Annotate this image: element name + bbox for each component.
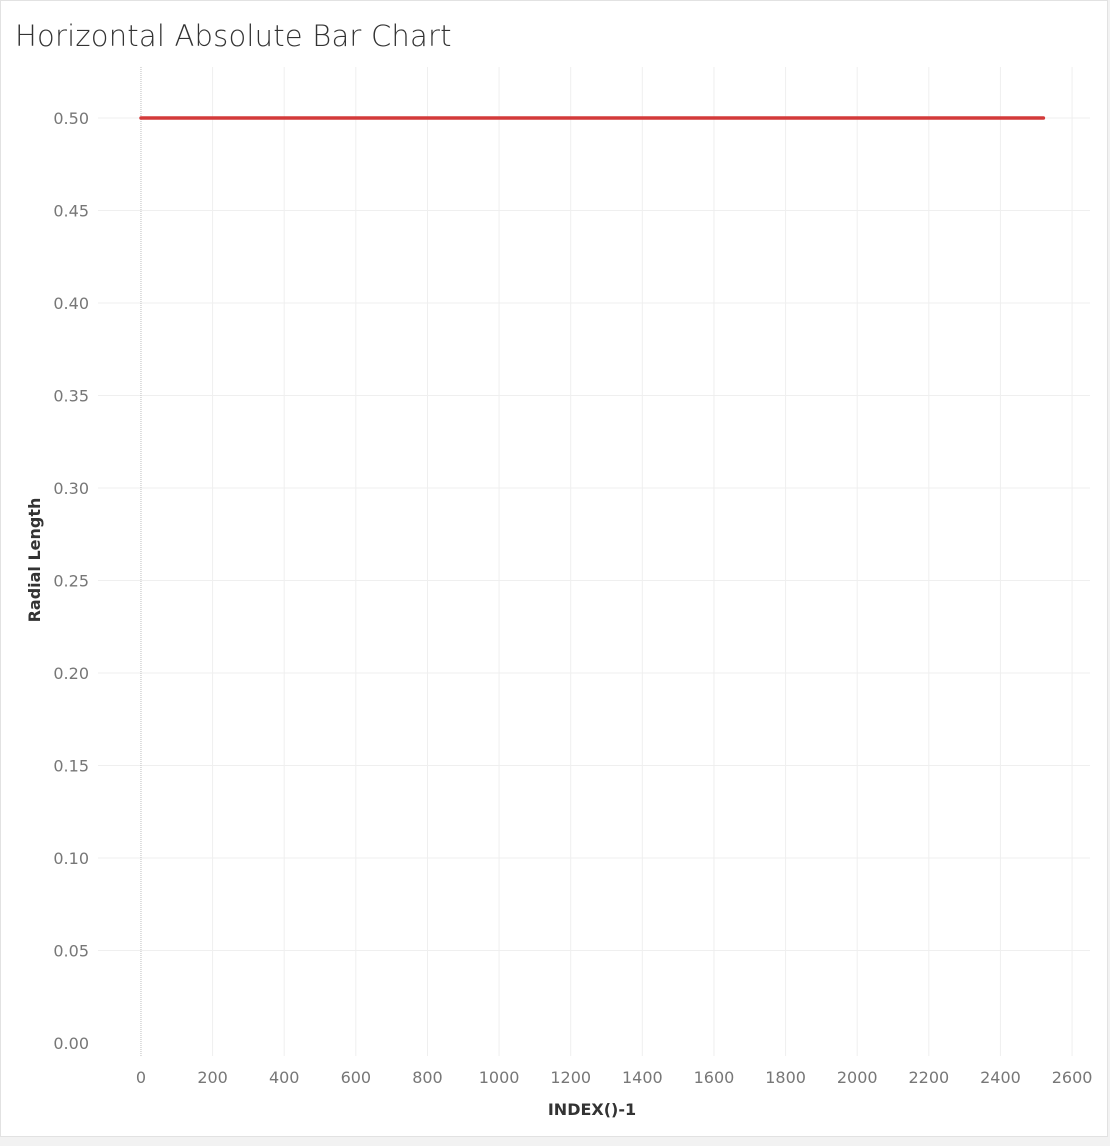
y-tick-label: 0.15 [53, 757, 89, 776]
y-tick-label: 0.20 [53, 664, 89, 683]
x-tick-label: 2400 [980, 1068, 1021, 1087]
x-tick-label: 2600 [1052, 1068, 1093, 1087]
y-tick-label: 0.25 [53, 572, 89, 591]
y-tick-label: 0.35 [53, 387, 89, 406]
y-tick-label: 0.50 [53, 109, 89, 128]
y-tick-label: 0.10 [53, 849, 89, 868]
x-tick-label: 1800 [765, 1068, 806, 1087]
y-tick-label: 0.45 [53, 202, 89, 221]
x-tick-label: 600 [341, 1068, 372, 1087]
x-tick-label: 200 [197, 1068, 228, 1087]
x-tick-label: 2000 [837, 1068, 878, 1087]
x-tick-label: 400 [269, 1068, 300, 1087]
y-tick-label: 0.30 [53, 479, 89, 498]
y-tick-label: 0.05 [53, 942, 89, 961]
y-tick-label: 0.00 [53, 1034, 89, 1053]
y-tick-label: 0.40 [53, 294, 89, 313]
x-tick-label: 1400 [622, 1068, 663, 1087]
x-tick-label: 0 [136, 1068, 146, 1087]
x-axis-title: INDEX()-1 [548, 1100, 636, 1119]
x-tick-label: 2200 [908, 1068, 949, 1087]
chart-title: Horizontal Absolute Bar Chart [15, 19, 452, 53]
x-tick-label: 800 [412, 1068, 443, 1087]
x-tick-label: 1600 [694, 1068, 735, 1087]
y-axis-title: Radial Length [25, 498, 44, 623]
x-tick-label: 1200 [550, 1068, 591, 1087]
x-tick-label: 1000 [479, 1068, 520, 1087]
